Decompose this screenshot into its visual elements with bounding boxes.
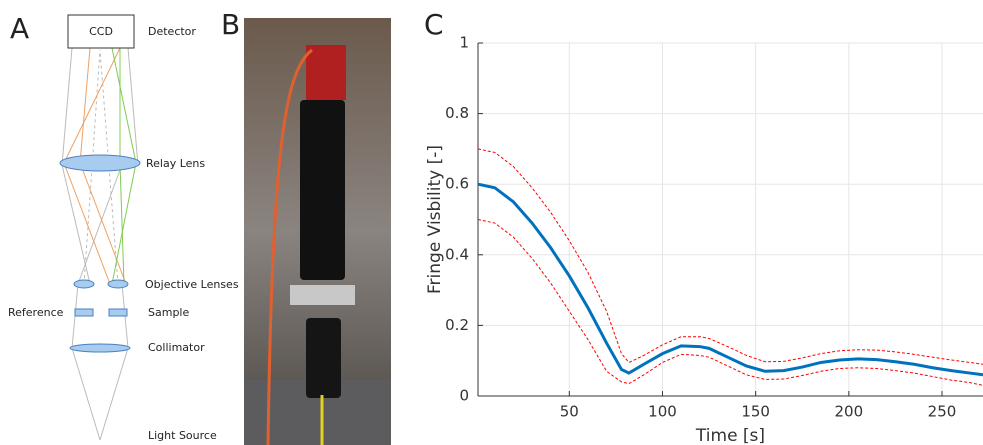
panel-label: B	[221, 8, 240, 41]
photo-lower-tube	[306, 318, 341, 398]
y-tick-label: 1	[459, 34, 469, 52]
x-axis-label: Time [s]	[695, 426, 765, 445]
relay-lens-label: Relay Lens	[146, 157, 205, 170]
relay-lens	[59, 154, 141, 172]
y-tick-label: 0.2	[445, 316, 469, 334]
photo-tube	[300, 100, 345, 280]
ccd-label: CCD	[89, 25, 113, 38]
photo: B	[221, 8, 391, 445]
ccd-box	[67, 14, 135, 49]
x-tick-label: 100	[648, 403, 677, 421]
objective-lens	[107, 279, 129, 289]
x-tick-label: 250	[928, 403, 957, 421]
photo-camera	[306, 45, 346, 100]
objective-lens	[73, 279, 95, 289]
y-axis-label: Fringe Visbility [-]	[425, 145, 445, 294]
panel-label: C	[424, 8, 444, 41]
series-line	[477, 182, 983, 377]
y-tick-label: 0.6	[445, 175, 469, 193]
reference-cell	[74, 308, 94, 317]
rays	[61, 47, 139, 441]
y-tick-label: 0.4	[445, 245, 469, 263]
x-tick-label: 50	[560, 403, 579, 421]
y-tick-label: 0.8	[445, 104, 469, 122]
photo-cable	[266, 48, 313, 445]
objective-lenses-label: Objective Lenses	[145, 278, 239, 291]
rays	[111, 47, 137, 285]
reference-label: Reference	[8, 306, 64, 319]
panel-label: A	[10, 12, 29, 45]
rays	[63, 47, 127, 285]
detector-label: Detector	[148, 25, 196, 38]
light-source-label: Light Source	[148, 429, 217, 442]
collimator	[69, 343, 131, 353]
sample-label: Sample	[148, 306, 189, 319]
y-tick-label: 0	[459, 387, 469, 405]
series-line	[477, 219, 983, 386]
sample-cell	[108, 308, 128, 317]
collimator-label: Collimator	[148, 341, 205, 354]
series-line	[477, 148, 983, 365]
photo-stage	[290, 285, 355, 305]
x-tick-label: 150	[741, 403, 770, 421]
diagram: A CCD Detector Relay Lens Objective Lens…	[8, 12, 239, 442]
x-tick-label: 200	[835, 403, 864, 421]
